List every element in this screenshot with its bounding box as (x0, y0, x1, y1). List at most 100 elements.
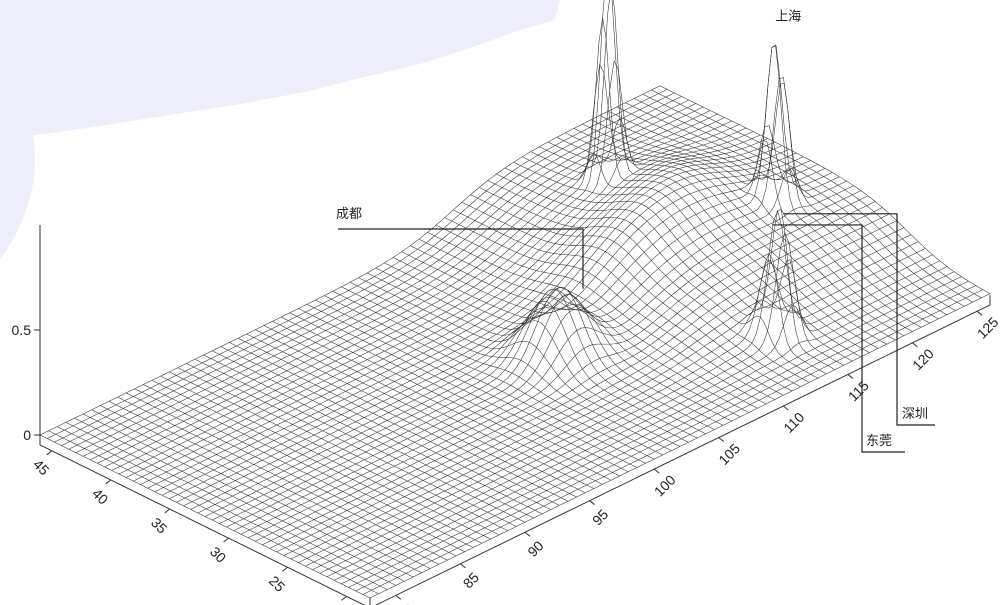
surface-column-line (435, 224, 767, 405)
city-leader-line (338, 228, 584, 289)
x-tick (589, 500, 595, 506)
surface-column-line (272, 321, 603, 485)
surface-column-line (401, 251, 732, 422)
surface-wireframe (39, 0, 991, 599)
x-tick-label: 100 (651, 471, 679, 499)
surface-column-line (642, 94, 973, 303)
surface-column-line (324, 295, 655, 460)
surface-column-line (547, 117, 879, 349)
surface-column-line (504, 167, 836, 370)
surface-column-line (65, 422, 396, 586)
surface-row-line (319, 231, 940, 574)
x-tick (847, 374, 854, 379)
surface-column-line (384, 262, 715, 430)
city-leader-line (783, 213, 935, 426)
surface-column-line (418, 238, 750, 413)
surface-column-line (349, 282, 681, 447)
surface-column-line (341, 286, 672, 451)
x-tick-label: 120 (909, 345, 937, 373)
surface-row-line (247, 195, 869, 539)
surface-column-line (298, 308, 629, 472)
surface-column-line (143, 384, 474, 548)
y-tick-label: 45 (30, 456, 52, 478)
y-tick-label: 40 (89, 485, 111, 507)
surface-column-line (263, 325, 595, 489)
surface-column-line (255, 329, 586, 494)
y-tick-label: 35 (148, 514, 170, 536)
surface-column-line (573, 128, 905, 336)
surface-column-line (513, 161, 844, 366)
y-tick (164, 508, 170, 514)
x-tick-label: 80 (395, 601, 417, 605)
y-tick (46, 450, 53, 456)
surface-column-line (160, 375, 491, 540)
surface-column-line (194, 358, 526, 523)
city-label: 成都 (336, 207, 362, 222)
city-label: 上海 (775, 9, 801, 24)
x-tick (460, 563, 466, 569)
surface-row-line (262, 207, 883, 546)
surface-column-line (332, 291, 663, 456)
x-tick (976, 310, 983, 316)
city-leader-line (772, 224, 905, 453)
surface-column-line (220, 346, 551, 510)
surface-column-line (125, 392, 457, 557)
surface-column-line (565, 132, 896, 341)
y-tick (223, 537, 229, 543)
surface-row-line (255, 201, 876, 542)
surface-column-line (48, 430, 379, 595)
base-edge-lower (39, 295, 991, 605)
surface-row-line (326, 266, 948, 577)
base-slab (39, 295, 991, 605)
surface-column-line (659, 85, 991, 294)
surface-column-line (91, 409, 422, 573)
surface-column-line (375, 267, 706, 435)
surface-row-line (226, 169, 847, 528)
surface-row-line (104, 63, 725, 468)
surface-row-line (283, 227, 905, 556)
surface-column-line (280, 316, 612, 481)
surface-column-line (625, 102, 956, 311)
surface-column-line (496, 173, 827, 375)
surface-row-line (341, 276, 962, 585)
surface-column-line (134, 388, 465, 552)
city-label: 深圳 (902, 407, 928, 422)
surface-column-line (487, 180, 818, 379)
surface-column-line (82, 413, 414, 578)
surface-column-line (74, 417, 405, 582)
x-tick (653, 468, 660, 474)
surface-column-line (470, 194, 801, 387)
surface-column-line (522, 152, 853, 362)
surface-column-line (306, 304, 638, 468)
surface-column-line (186, 363, 517, 527)
surface-column-line (100, 405, 431, 569)
x-tick (912, 342, 918, 348)
z-tick-label: 0 (23, 427, 31, 443)
surface-column-line (246, 333, 577, 498)
city-label: 东莞 (866, 434, 892, 449)
surface-column-line (229, 342, 560, 506)
surface-column-line (444, 217, 775, 400)
x-tick-label: 125 (974, 314, 1002, 342)
surface-column-line (590, 119, 922, 328)
surface-column-line (392, 257, 724, 426)
x-tick (524, 531, 531, 537)
z-tick-label: 0.5 (12, 322, 32, 338)
x-tick-label: 105 (715, 440, 743, 468)
x-tick-label: 110 (780, 409, 807, 436)
surface-column-line (358, 277, 689, 443)
surface-column-line (599, 44, 930, 324)
x-tick (718, 437, 725, 442)
surface-row-line (39, 85, 661, 436)
surface-column-line (117, 396, 448, 561)
surface-column-line (556, 137, 887, 345)
surface-column-line (289, 312, 620, 477)
surface-column-line (177, 367, 508, 531)
surface-column-line (410, 245, 741, 418)
x-tick-label: 90 (524, 537, 546, 559)
y-tick-label: 25 (266, 573, 288, 595)
y-tick-label: 20 (325, 602, 347, 605)
surface-column-line (479, 187, 810, 383)
